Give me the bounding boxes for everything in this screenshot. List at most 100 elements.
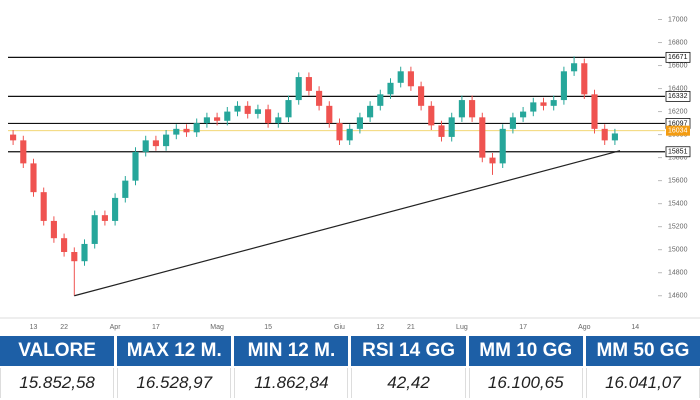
candle-body: [499, 128, 506, 164]
trendline: [74, 150, 621, 297]
candle-body: [244, 105, 251, 114]
candle-body: [193, 123, 200, 133]
candle-body: [530, 102, 537, 112]
level-label: 16097: [668, 120, 688, 127]
y-tick-label: 15000: [668, 247, 688, 254]
candle-body: [428, 105, 435, 126]
y-tick-label: 17000: [668, 16, 688, 23]
candle-body: [571, 63, 578, 72]
level-label: 16671: [668, 54, 688, 61]
candle-body: [560, 71, 567, 101]
candle-body: [234, 105, 241, 112]
x-tick-label: 17: [519, 324, 527, 331]
candle-body: [275, 117, 282, 124]
x-tick-label: Lug: [456, 324, 468, 331]
level-box: [665, 90, 691, 102]
y-tick-label: 14600: [668, 293, 688, 300]
y-tick-label: 16200: [668, 108, 688, 115]
table-value: 15.852,58: [0, 368, 115, 398]
candle-body: [101, 215, 108, 221]
y-tick-label: 15800: [668, 154, 688, 161]
candle-body: [285, 100, 292, 118]
candle-body: [479, 117, 486, 158]
candle-body: [122, 180, 129, 198]
candle-body: [591, 94, 598, 129]
candle-body: [183, 128, 190, 133]
candle-body: [265, 109, 272, 124]
candle-body: [20, 140, 27, 164]
table-header: MM 10 GG: [468, 336, 583, 366]
y-tick-label: 15600: [668, 177, 688, 184]
candle-body: [407, 71, 414, 87]
table-value: 16.041,07: [585, 368, 700, 398]
candle-body: [336, 123, 343, 141]
x-tick-label: 21: [407, 324, 415, 331]
candle-body: [469, 100, 476, 118]
candle-body: [397, 71, 404, 83]
x-tick-label: Ago: [578, 324, 591, 331]
candle-body: [112, 197, 119, 221]
table-value: 11.862,84: [234, 368, 349, 398]
candle-body: [458, 100, 465, 118]
last-price-box: [666, 125, 690, 136]
x-tick-label: 17: [152, 324, 160, 331]
candle-body: [550, 100, 557, 106]
candle-body: [377, 94, 384, 106]
y-tick-label: 16400: [668, 85, 688, 92]
x-tick-label: 15: [264, 324, 272, 331]
candle-body: [152, 140, 159, 147]
candle-body: [163, 134, 170, 147]
candle-body: [601, 128, 608, 141]
last-price-label: 16034: [668, 128, 688, 135]
candle-body: [367, 105, 374, 118]
table-header: MAX 12 M.: [117, 336, 232, 366]
candle-body: [295, 77, 302, 101]
x-tick-label: Giu: [334, 324, 345, 331]
y-tick-label: 16600: [668, 62, 688, 69]
y-tick-label: 16800: [668, 39, 688, 46]
table-header: MM 50 GG: [585, 336, 700, 366]
candle-body: [509, 117, 516, 129]
candle-body: [142, 140, 149, 152]
candle-body: [305, 77, 312, 91]
candle-body: [132, 151, 139, 181]
level-box: [665, 146, 691, 158]
candle-body: [10, 134, 17, 141]
candle-body: [40, 192, 47, 221]
level-label: 16332: [668, 93, 688, 100]
candle-body: [356, 117, 363, 129]
stats-table: VALORE MAX 12 M. MIN 12 M. RSI 14 GG MM 10 G…: [0, 336, 700, 400]
candle-body: [71, 252, 78, 262]
y-tick-label: 15200: [668, 224, 688, 231]
candle-body: [540, 102, 547, 106]
x-tick-label: 12: [376, 324, 384, 331]
candle-body: [326, 105, 333, 124]
candle-body: [418, 86, 425, 106]
candle-body: [203, 117, 210, 124]
candle-body: [581, 63, 588, 95]
x-tick-label: Mag: [210, 324, 224, 331]
candle-body: [61, 238, 68, 252]
chart: 1460014800150001520015400156001580016000…: [0, 16, 700, 331]
candle-body: [489, 157, 496, 164]
candle-body: [91, 215, 98, 244]
candle-body: [438, 125, 445, 137]
table-value: 16.100,65: [468, 368, 583, 398]
table-header: RSI 14 GG: [351, 336, 466, 366]
candle-body: [173, 128, 180, 135]
candle-body: [214, 117, 221, 121]
candle-body: [387, 82, 394, 95]
table-header: MIN 12 M.: [234, 336, 349, 366]
x-tick-label: 14: [631, 324, 639, 331]
candle-body: [50, 220, 57, 239]
candle-body: [30, 163, 37, 193]
x-tick-label: 22: [60, 324, 68, 331]
table-value: 16.528,97: [117, 368, 232, 398]
candle-body: [520, 111, 527, 118]
candle-body: [81, 243, 88, 262]
x-tick-label: Apr: [110, 324, 122, 331]
candle-body: [316, 90, 323, 106]
x-tick-label: 13: [30, 324, 38, 331]
table-header: VALORE: [0, 336, 115, 366]
